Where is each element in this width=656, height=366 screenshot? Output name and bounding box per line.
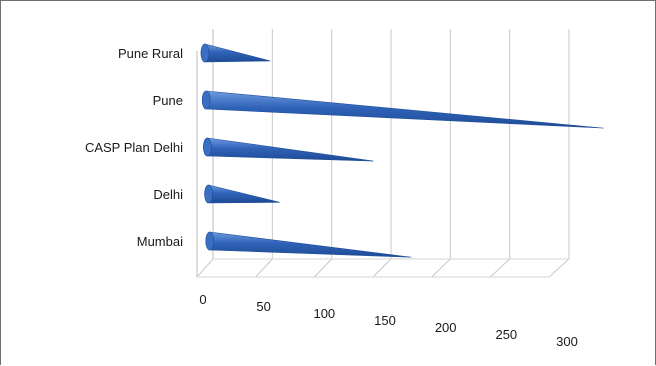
- cone-base: [204, 184, 213, 204]
- x-tick-label: 150: [374, 313, 396, 328]
- cone-bar-delhi: [204, 184, 280, 204]
- floor-gridline: [196, 258, 214, 278]
- floor-gridline: [548, 258, 570, 278]
- cone-base: [201, 90, 211, 110]
- label-layer: Pune Rural Pune CASP Plan Delhi Delhi Mumbai…: [85, 46, 578, 349]
- category-label: Pune: [153, 93, 183, 108]
- cone-base: [200, 43, 210, 63]
- x-tick-label: 250: [495, 327, 517, 342]
- category-label: Mumbai: [137, 234, 183, 249]
- floor-gridline: [313, 258, 333, 278]
- x-tick-label: 0: [199, 292, 206, 307]
- x-tick-label: 100: [313, 306, 335, 321]
- category-label: Pune Rural: [118, 46, 183, 61]
- cone-bar-casp-plan-delhi: [203, 137, 374, 162]
- floor-gridline: [255, 258, 273, 278]
- category-label: CASP Plan Delhi: [85, 140, 183, 155]
- x-tick-label: 50: [256, 299, 270, 314]
- x-tick-label: 200: [435, 320, 457, 335]
- cone-bar-mumbai: [205, 231, 412, 258]
- bar-layer: [200, 43, 604, 258]
- cone-bar-pune-rural: [200, 43, 271, 63]
- cone-base: [203, 137, 212, 157]
- category-label: Delhi: [153, 187, 183, 202]
- cone-bar-pune: [201, 90, 604, 129]
- floor-gridline: [372, 258, 392, 278]
- x-tick-label: 300: [556, 334, 578, 349]
- cone-base: [205, 231, 215, 251]
- floor-gridline: [489, 258, 511, 278]
- grid-layer: [196, 29, 570, 278]
- floor-gridline: [431, 258, 451, 278]
